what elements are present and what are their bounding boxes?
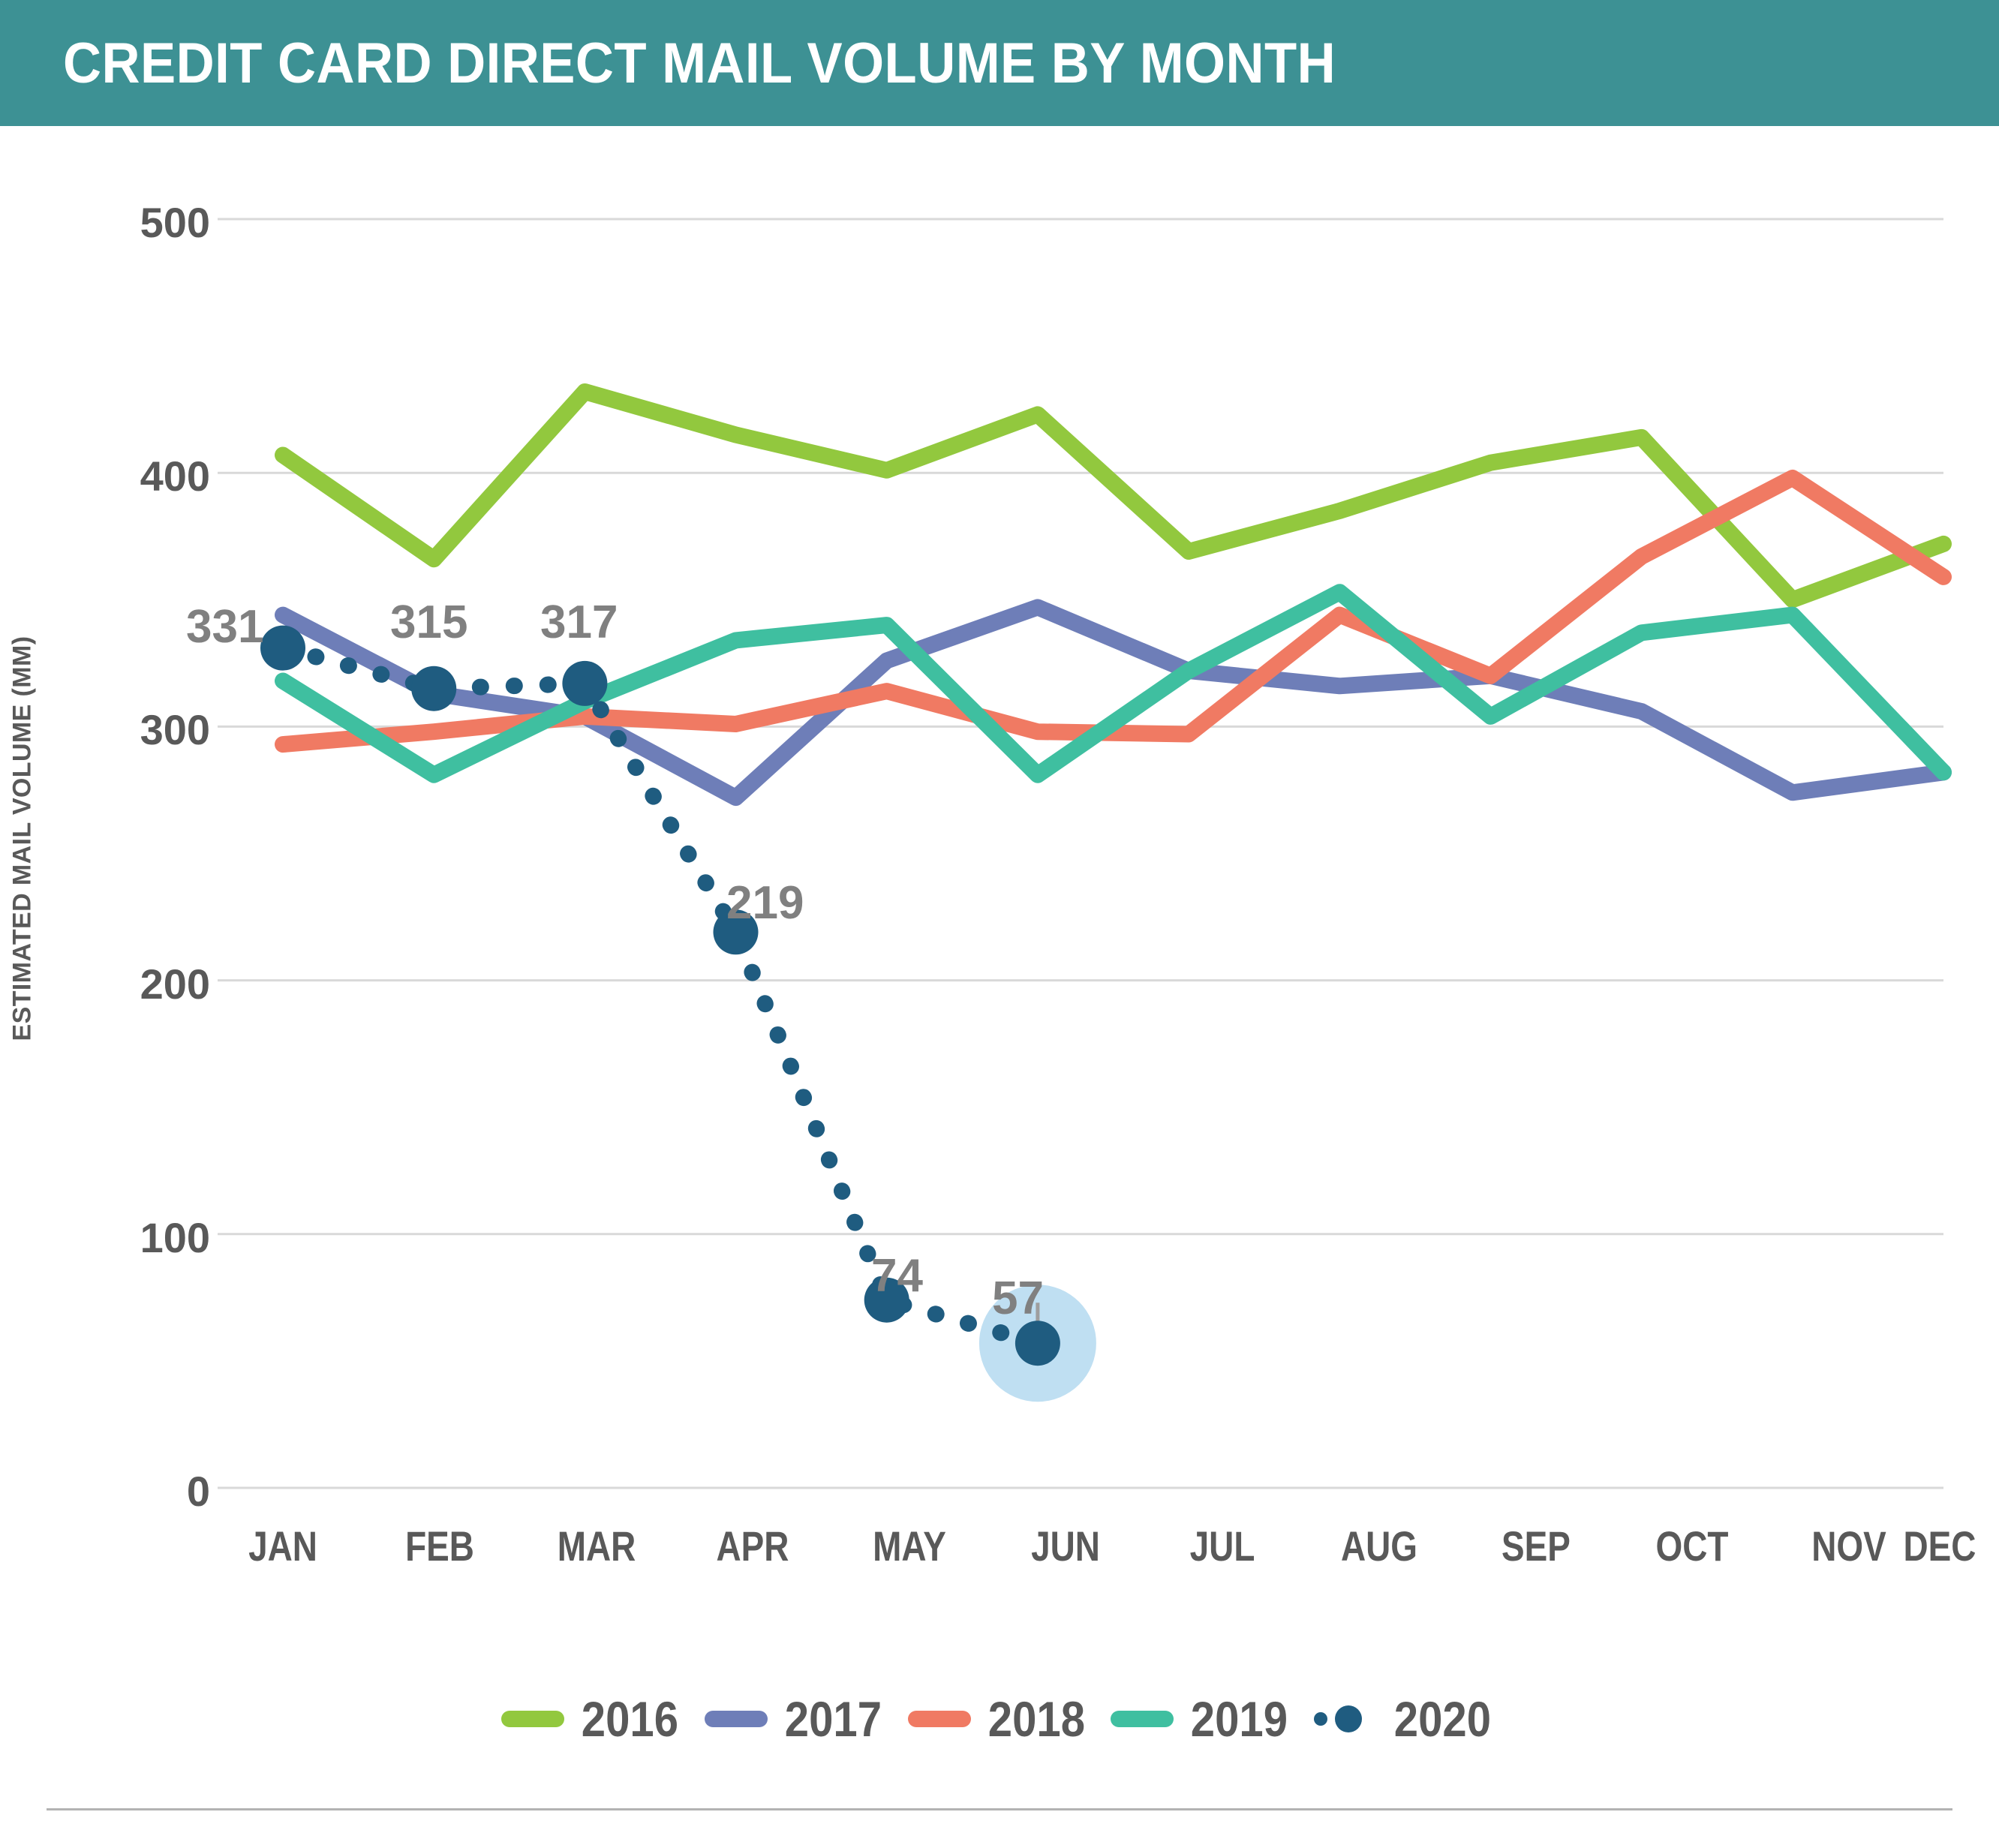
legend-label-2019: 2019 [1191, 1691, 1288, 1747]
legend-label-2017: 2017 [784, 1691, 882, 1747]
marker-2020-feb [411, 666, 457, 711]
x-tick-jan: JAN [248, 1522, 317, 1570]
legend-item-2016[interactable]: 2016 [501, 1690, 685, 1747]
series-line-2017 [275, 599, 1952, 807]
chart-container: ESTIMATED MAIL VOLUME (MM) 500 400 300 2… [0, 126, 1999, 1848]
chart-legend: 2016 2017 2018 2019 2020 [0, 1690, 1999, 1747]
x-tick-jul: JUL [1189, 1522, 1255, 1570]
legend-swatch-2018-icon [907, 1711, 971, 1727]
legend-label-2020: 2020 [1394, 1691, 1492, 1747]
series-line-2016 [275, 383, 1952, 608]
y-tick-100: 100 [140, 1214, 210, 1261]
data-label-mar-2020: 317 [540, 596, 618, 648]
data-label-jun-2020: 57 [992, 1273, 1044, 1324]
legend-swatch-2017-icon [704, 1711, 768, 1727]
x-tick-mar: MAR [557, 1522, 636, 1570]
legend-swatch-2020-icon [1314, 1705, 1377, 1732]
marker-2020-may [864, 1277, 909, 1323]
x-tick-dec: DEC [1903, 1522, 1976, 1570]
legend-item-2020[interactable]: 2020 [1314, 1690, 1498, 1747]
legend-item-2017[interactable]: 2017 [704, 1690, 888, 1747]
data-label-may-2020: 74 [871, 1250, 923, 1302]
marker-2020-mar [562, 660, 608, 706]
x-tick-may: MAY [873, 1522, 946, 1570]
y-tick-200: 200 [140, 960, 210, 1008]
y-tick-500: 500 [140, 199, 210, 246]
series-line-2020 [275, 639, 1046, 1352]
y-tick-300: 300 [140, 706, 210, 753]
y-tick-0: 0 [186, 1468, 210, 1515]
x-tick-jun: JUN [1031, 1522, 1100, 1570]
series-line-2019 [275, 584, 1952, 783]
marker-2020-jun [1015, 1321, 1060, 1366]
series-markers-2020 [260, 625, 1060, 1366]
x-tick-sep: SEP [1502, 1522, 1571, 1570]
legend-label-2016: 2016 [581, 1691, 678, 1747]
x-tick-nov: NOV [1811, 1522, 1886, 1570]
x-tick-feb: FEB [405, 1522, 474, 1570]
legend-swatch-2019-icon [1111, 1711, 1174, 1727]
gridlines [218, 218, 1943, 1489]
marker-2020-apr [713, 909, 759, 955]
legend-swatch-2016-icon [501, 1711, 564, 1727]
x-tick-oct: OCT [1655, 1522, 1729, 1570]
legend-item-2018[interactable]: 2018 [907, 1690, 1092, 1747]
data-label-jan-2020: 331 [186, 601, 264, 653]
data-label-apr-2020: 219 [726, 877, 804, 929]
marker-2020-jan [260, 625, 305, 671]
footer-divider-top [47, 1808, 1952, 1810]
x-tick-apr: APR [716, 1522, 789, 1570]
plot-canvas [218, 218, 1952, 1489]
header-banner: CREDIT CARD DIRECT MAIL VOLUME BY MONTH [0, 0, 1999, 126]
legend-item-2019[interactable]: 2019 [1111, 1690, 1294, 1747]
x-tick-aug: AUG [1340, 1522, 1418, 1570]
page-title: CREDIT CARD DIRECT MAIL VOLUME BY MONTH [63, 31, 1336, 95]
data-label-feb-2020: 315 [390, 596, 468, 648]
legend-label-2018: 2018 [987, 1691, 1085, 1747]
y-tick-400: 400 [140, 452, 210, 500]
